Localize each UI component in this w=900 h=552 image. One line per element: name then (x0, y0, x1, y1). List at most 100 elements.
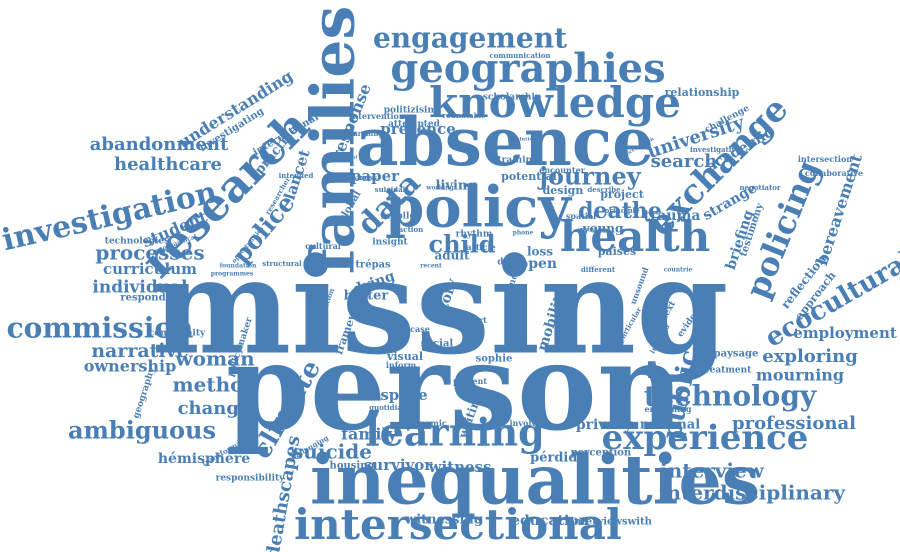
cloud-word: processes (95, 241, 204, 265)
cloud-word: interview (660, 459, 765, 483)
cloud-word: interviewswith (570, 517, 653, 528)
cloud-word: additional (329, 155, 358, 161)
cloud-word: suicidal (375, 185, 406, 194)
cloud-word: family (341, 425, 397, 444)
cloud-word: witnessing (404, 513, 483, 528)
cloud-word: countrie (664, 267, 693, 274)
cloud-word: space (380, 386, 427, 404)
cloud-word: professional (732, 413, 856, 434)
cloud-word: responding (120, 293, 183, 304)
cloud-word: method (173, 373, 258, 397)
cloud-word: knowledge (429, 78, 681, 127)
cloud-word: trépas (355, 260, 391, 271)
cloud-word: rhythm (456, 230, 493, 240)
cloud-word: business (343, 173, 377, 182)
cloud-word: experience (602, 418, 809, 458)
cloud-word: ownership (84, 357, 177, 376)
cloud-word: exploring (762, 346, 858, 367)
cloud-word: witness (428, 458, 492, 476)
cloud-word: communication (489, 51, 550, 60)
cloud-word: roundtable (442, 111, 486, 120)
cloud-word: design (543, 184, 584, 197)
cloud-word: engagement (373, 22, 567, 55)
cloud-word: woman (174, 347, 255, 371)
cloud-word: adult (435, 249, 470, 263)
cloud-word: individual (92, 278, 188, 298)
cloud-word: intervention (349, 111, 404, 121)
cloud-word: programmes (211, 271, 254, 278)
cloud-word: healthcare (114, 154, 222, 175)
cloud-word: deathe (578, 198, 662, 224)
cloud-word: journey (537, 162, 642, 191)
cloud-word: project (600, 188, 645, 201)
cloud-word: perception (571, 448, 632, 459)
cloud-word: change (178, 398, 251, 419)
cloud-word: open (519, 256, 557, 272)
cloud-word: policy (385, 175, 572, 241)
cloud-word: loss (527, 245, 553, 259)
cloud-word: intersectional (294, 500, 622, 549)
cloud-word: cultural (305, 241, 341, 251)
cloud-word: present (453, 376, 487, 386)
cloud-word: scholarship (483, 93, 541, 103)
cloud-word: interdisciplinary (659, 481, 846, 505)
cloud-word: negotiator (739, 183, 780, 192)
cloud-word: principle (604, 206, 640, 215)
cloud-word: sophie (476, 354, 513, 365)
cloud-word: describe (587, 185, 621, 194)
cloud-word: commission (7, 312, 194, 345)
cloud-word: provide (580, 227, 605, 234)
cloud-word: mort (465, 315, 487, 325)
cloud-word: mobile (381, 212, 416, 222)
cloud-word: insight (372, 238, 408, 248)
cloud-word: missing (152, 230, 729, 385)
cloud-word: trauma (644, 208, 701, 224)
cloud-word: structural (262, 259, 302, 268)
cloud-word: social (421, 339, 454, 350)
cloud-word: inequalities (310, 441, 760, 521)
cloud-word: responsibility (216, 474, 286, 484)
cloud-word: hémisphère (158, 451, 250, 467)
cloud-word: abandonment (90, 134, 229, 155)
cloud-word: attempted (388, 120, 441, 130)
cloud-word: young (582, 222, 624, 236)
cloud-word: community (149, 329, 206, 339)
cloud-word: visual (386, 350, 423, 363)
cloud-word: working (425, 185, 454, 192)
cloud-word: article (466, 242, 495, 252)
cloud-word: paises (598, 245, 636, 258)
cloud-word: searching (345, 129, 384, 138)
cloud-word: politizising (384, 106, 441, 116)
cloud-word: recent (420, 263, 442, 270)
cloud-word: potential (501, 170, 557, 183)
cloud-word: curriculum (103, 260, 197, 278)
cloud-word: resolution (508, 137, 537, 143)
cloud-word: inform (386, 360, 417, 370)
cloud-word: encounter (539, 165, 586, 175)
cloud-word: ambiguous (68, 416, 216, 445)
cloud-word: relationship (665, 86, 740, 99)
cloud-word: living (436, 179, 477, 194)
cloud-word: training (498, 156, 540, 166)
cloud-word: person (226, 317, 684, 458)
cloud-word: involving (510, 418, 551, 428)
cloud-word: health (560, 212, 710, 261)
cloud-word: pérdida (530, 451, 586, 466)
cloud-word: better (344, 289, 389, 304)
cloud-word: presence (380, 120, 456, 138)
cloud-word: investigative (690, 145, 740, 154)
cloud-word: phone (513, 230, 534, 237)
cloud-word: intersection (798, 154, 852, 164)
cloud-word: collaborative (805, 168, 863, 178)
cloud-word: survivor (364, 456, 433, 474)
cloud-word: technology (644, 380, 817, 413)
cloud-word: intended (279, 171, 314, 180)
cloud-word: treatment (701, 366, 752, 376)
cloud-word: action (399, 225, 423, 234)
cloud-word: different (581, 265, 616, 274)
cloud-word: housing (330, 461, 375, 472)
cloud-word: enlivening (645, 404, 692, 414)
cloud-word: paysage (714, 349, 759, 360)
cloud-word: spatial (566, 211, 596, 221)
